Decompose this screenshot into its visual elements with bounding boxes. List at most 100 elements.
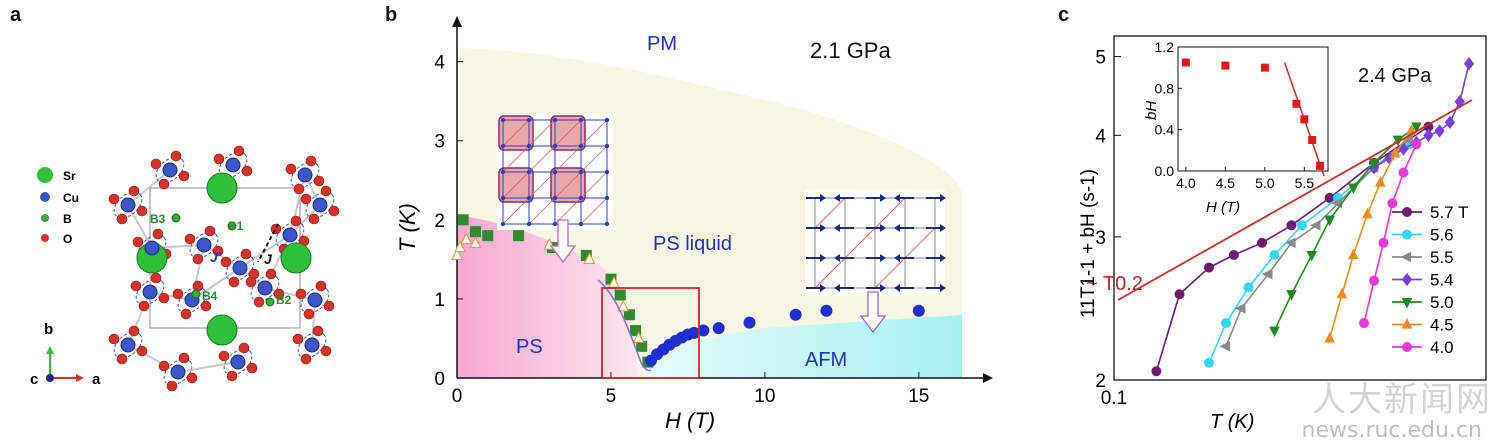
series-point	[1309, 219, 1321, 231]
series-point	[1220, 318, 1231, 329]
ps-site	[578, 143, 584, 149]
series-point	[1348, 248, 1359, 260]
series-point	[1375, 175, 1386, 187]
power-law-label: ~ T0.2	[1086, 273, 1143, 295]
cu-atom	[162, 162, 178, 178]
spin-arrow-head	[880, 224, 886, 232]
o-atom	[241, 165, 253, 177]
lattice-bond	[289, 174, 306, 236]
o-atom	[172, 288, 184, 300]
ps-site	[526, 221, 532, 227]
legend-marker	[1401, 317, 1413, 329]
o-atom	[184, 233, 196, 245]
series-point	[1228, 249, 1239, 260]
sr-legend-icon	[37, 167, 53, 183]
cu-atom	[282, 227, 298, 243]
series-point	[1269, 326, 1280, 338]
o-atom	[116, 353, 128, 365]
b-point	[697, 324, 710, 337]
o-atom	[308, 213, 320, 225]
ps-diag	[580, 171, 608, 199]
cu-atom	[225, 157, 241, 173]
o-atom	[245, 276, 257, 288]
spin-arrow-head	[880, 254, 886, 262]
b-y-tick-label: 2	[434, 211, 445, 232]
o-atom	[130, 280, 142, 292]
series-point	[1362, 207, 1373, 219]
ps-site	[604, 143, 610, 149]
bond-label-b2: B2	[276, 293, 292, 307]
o-atom	[292, 333, 304, 345]
cu-atom	[142, 284, 158, 300]
ps-site	[552, 169, 558, 175]
legend-o: O	[63, 232, 72, 246]
ps-diag	[580, 197, 608, 225]
b-atom	[171, 213, 181, 223]
o-atom	[323, 300, 335, 312]
b-point	[457, 214, 469, 226]
cu-atom	[196, 237, 212, 253]
o-atom	[186, 372, 198, 384]
ps-site	[526, 195, 532, 201]
inset-frame	[1177, 46, 1329, 172]
ps-site	[604, 117, 610, 123]
b-point	[912, 304, 925, 317]
b-atom	[227, 221, 237, 231]
o-atom	[246, 362, 258, 374]
ps-diag	[502, 171, 530, 199]
lattice-bond	[127, 344, 179, 373]
lattice-bond	[127, 204, 153, 249]
legend-marker	[1402, 207, 1412, 217]
ps-site	[500, 117, 506, 123]
series-point	[1378, 237, 1389, 248]
inset-xlabel: H (T)	[1206, 199, 1240, 216]
b-atom	[191, 289, 201, 299]
o-atom	[228, 276, 240, 288]
b-xlabel: H (T)	[665, 408, 715, 433]
series-point	[1411, 139, 1422, 150]
o-atom	[136, 345, 148, 357]
label-afm: AFM	[805, 349, 847, 371]
ps-site	[552, 117, 558, 123]
inset-x-tick-label: 5.5	[1295, 175, 1315, 191]
series-point	[1387, 198, 1398, 209]
bond-label-b4: B4	[202, 289, 218, 303]
series-point	[1174, 289, 1185, 300]
panel-b-letter: b	[385, 4, 398, 26]
afm-region	[647, 315, 962, 378]
inset-ylabel: bH	[1143, 101, 1160, 120]
b-x-tick-label: 10	[754, 386, 775, 407]
dimer-outline	[290, 161, 320, 189]
spin-arrow-head	[820, 224, 826, 232]
ps-site	[500, 221, 506, 227]
b-ylabel: T (K)	[395, 203, 420, 252]
b-x-tick-label: 0	[452, 386, 463, 407]
series-line	[1225, 139, 1410, 347]
o-atom	[313, 175, 325, 187]
series-point	[1324, 331, 1335, 343]
b-x-tick-label: 15	[908, 386, 929, 407]
c-xlabel: T (K)	[1210, 411, 1254, 433]
b-y-tick-label: 4	[434, 53, 445, 74]
series-point	[1306, 250, 1318, 262]
spin-arrow-head	[834, 284, 840, 292]
ps-site	[526, 169, 532, 175]
b-ticks: 0 5 10 15 0 1 2 3 4	[434, 53, 929, 407]
ps-region	[457, 215, 638, 378]
b-x-tick-label: 5	[606, 386, 617, 407]
sr-atom	[206, 314, 238, 346]
ps-site	[500, 143, 506, 149]
b-point	[608, 275, 620, 288]
o-atom	[128, 325, 140, 337]
spin-arrow-head	[894, 254, 900, 262]
o-atom	[290, 215, 302, 227]
dimer-outline	[135, 278, 165, 306]
dimer-outline	[113, 331, 143, 359]
legend-cu: Cu	[63, 191, 79, 205]
c-x-tick-label: 0.1	[1101, 388, 1127, 409]
o-atom	[136, 205, 148, 217]
b-y-tick-label: 3	[434, 132, 445, 153]
dimer-outline	[297, 331, 327, 359]
afm-diag	[904, 227, 936, 259]
